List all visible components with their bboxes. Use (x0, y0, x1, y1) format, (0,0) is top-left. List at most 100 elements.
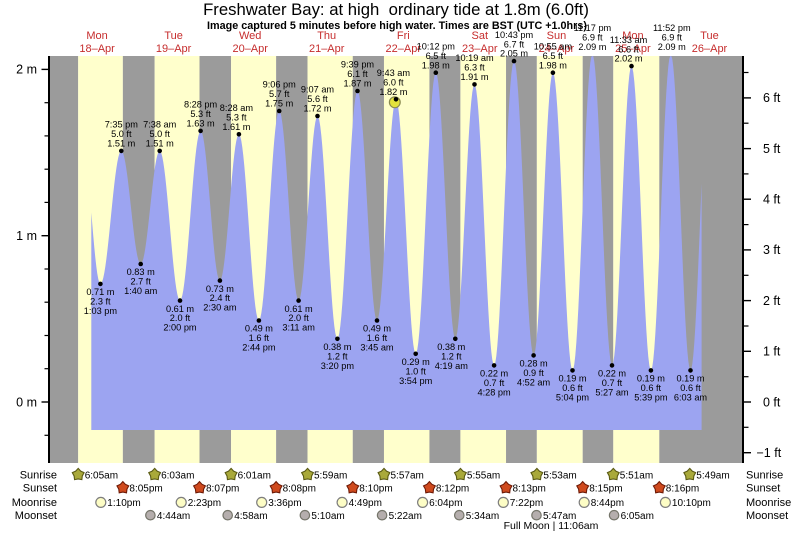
svg-text:0.19 m: 0.19 m (676, 374, 704, 384)
svg-text:1.82 m: 1.82 m (379, 87, 407, 97)
svg-text:2:44 pm: 2:44 pm (242, 343, 276, 353)
svg-text:5:10am: 5:10am (311, 511, 344, 522)
svg-text:2 ft: 2 ft (763, 294, 781, 308)
svg-text:5:34am: 5:34am (466, 511, 499, 522)
svg-text:0.83 m: 0.83 m (127, 267, 155, 277)
svg-text:0.22 m: 0.22 m (480, 369, 508, 379)
svg-text:Wed: Wed (239, 30, 261, 42)
svg-text:0.73 m: 0.73 m (206, 284, 234, 294)
svg-text:Tue: Tue (700, 30, 719, 42)
svg-text:Full Moon | 11:06am: Full Moon | 11:06am (504, 520, 599, 532)
svg-text:5:53am: 5:53am (543, 470, 576, 481)
svg-text:2.0 ft: 2.0 ft (288, 313, 309, 323)
svg-text:6.0 ft: 6.0 ft (383, 78, 404, 88)
svg-text:11:17 pm: 11:17 pm (574, 23, 612, 33)
svg-text:4:58am: 4:58am (234, 511, 267, 522)
svg-text:6.3 ft: 6.3 ft (464, 63, 485, 73)
svg-text:0.61 m: 0.61 m (166, 304, 194, 314)
svg-text:1.91 m: 1.91 m (460, 72, 488, 82)
svg-text:0.28 m: 0.28 m (520, 359, 548, 369)
svg-text:5:39 pm: 5:39 pm (634, 393, 668, 403)
svg-text:1.61 m: 1.61 m (222, 122, 250, 132)
svg-text:9:39 pm: 9:39 pm (341, 60, 375, 70)
svg-text:0.38 m: 0.38 m (323, 342, 351, 352)
svg-text:0.49 m: 0.49 m (245, 324, 273, 334)
svg-text:6.5 ft: 6.5 ft (426, 51, 447, 61)
svg-text:2:00 pm: 2:00 pm (163, 323, 197, 333)
svg-text:5:22am: 5:22am (389, 511, 422, 522)
svg-text:8:16pm: 8:16pm (666, 484, 699, 495)
svg-text:1.72 m: 1.72 m (303, 104, 331, 114)
svg-text:9:06 pm: 9:06 pm (263, 80, 297, 90)
svg-text:5:57am: 5:57am (391, 470, 424, 481)
svg-text:5.0 ft: 5.0 ft (149, 129, 170, 139)
svg-text:3:54 pm: 3:54 pm (399, 376, 433, 386)
svg-text:2.3 ft: 2.3 ft (90, 297, 111, 307)
svg-text:Sunset: Sunset (23, 483, 57, 495)
svg-text:Mon: Mon (86, 30, 107, 42)
svg-text:8:10pm: 8:10pm (359, 484, 392, 495)
svg-text:6.7 ft: 6.7 ft (504, 39, 525, 49)
svg-text:−1 ft: −1 ft (757, 446, 782, 460)
svg-text:1.6 ft: 1.6 ft (367, 333, 388, 343)
svg-text:1 ft: 1 ft (763, 345, 781, 359)
svg-text:Sun: Sun (547, 30, 567, 42)
svg-text:5.7 ft: 5.7 ft (269, 89, 290, 99)
svg-text:8:44pm: 8:44pm (591, 498, 624, 509)
svg-text:0.7 ft: 0.7 ft (484, 378, 505, 388)
svg-text:6:04pm: 6:04pm (429, 498, 462, 509)
svg-text:5:47am: 5:47am (543, 511, 576, 522)
svg-text:0.19 m: 0.19 m (637, 374, 665, 384)
svg-text:2:30 am: 2:30 am (203, 303, 237, 313)
svg-text:9:43 am: 9:43 am (377, 68, 411, 78)
svg-text:4:44am: 4:44am (157, 511, 190, 522)
svg-text:22–Apr: 22–Apr (386, 43, 422, 55)
svg-text:25–Apr: 25–Apr (615, 43, 651, 55)
svg-text:0.38 m: 0.38 m (437, 342, 465, 352)
svg-text:4 ft: 4 ft (763, 193, 781, 207)
svg-text:Moonset: Moonset (15, 510, 57, 522)
svg-text:1.2 ft: 1.2 ft (441, 351, 462, 361)
svg-text:5.0 ft: 5.0 ft (111, 129, 132, 139)
svg-text:0 m: 0 m (16, 395, 37, 409)
svg-text:6:05am: 6:05am (621, 511, 654, 522)
svg-text:8:07pm: 8:07pm (206, 484, 239, 495)
svg-text:11:52 pm: 11:52 pm (653, 23, 691, 33)
svg-text:4:49pm: 4:49pm (349, 498, 382, 509)
svg-text:3:45 am: 3:45 am (360, 343, 394, 353)
svg-text:5:49am: 5:49am (696, 470, 729, 481)
svg-text:1.51 m: 1.51 m (107, 139, 135, 149)
svg-text:4:28 pm: 4:28 pm (477, 388, 511, 398)
svg-text:5.3 ft: 5.3 ft (190, 109, 211, 119)
svg-text:2.4 ft: 2.4 ft (210, 293, 231, 303)
svg-text:23–Apr: 23–Apr (462, 43, 498, 55)
svg-text:6.9 ft: 6.9 ft (662, 33, 683, 43)
svg-text:6 ft: 6 ft (763, 91, 781, 105)
svg-text:1.6 ft: 1.6 ft (249, 333, 270, 343)
svg-text:3:20 pm: 3:20 pm (321, 361, 355, 371)
svg-text:10:12 pm: 10:12 pm (417, 41, 456, 51)
svg-text:3:11 am: 3:11 am (282, 323, 315, 333)
svg-text:Fri: Fri (397, 30, 410, 42)
svg-text:6:01am: 6:01am (238, 470, 271, 481)
svg-text:11:33 am: 11:33 am (610, 35, 648, 45)
svg-text:0.49 m: 0.49 m (363, 324, 391, 334)
svg-text:24–Apr: 24–Apr (539, 43, 575, 55)
svg-text:20–Apr: 20–Apr (232, 43, 268, 55)
svg-text:6.6 ft: 6.6 ft (618, 44, 639, 54)
svg-text:0.29 m: 0.29 m (402, 357, 430, 367)
svg-text:1.0 ft: 1.0 ft (405, 366, 426, 376)
svg-text:Freshwater Bay: at high ordin: Freshwater Bay: at high ordinary tide at… (203, 0, 589, 19)
svg-text:2.0 ft: 2.0 ft (170, 313, 191, 323)
svg-text:1.98 m: 1.98 m (422, 60, 450, 70)
svg-text:6.1 ft: 6.1 ft (347, 69, 368, 79)
svg-text:2.09 m: 2.09 m (578, 42, 606, 52)
svg-text:0.6 ft: 0.6 ft (641, 383, 662, 393)
svg-text:2.02 m: 2.02 m (614, 54, 642, 64)
svg-text:1:10pm: 1:10pm (107, 498, 140, 509)
svg-text:2.05 m: 2.05 m (500, 49, 528, 59)
svg-text:8:13pm: 8:13pm (513, 484, 546, 495)
svg-text:4:52 am: 4:52 am (517, 378, 551, 388)
svg-text:0.71 m: 0.71 m (86, 287, 114, 297)
svg-text:1:03 pm: 1:03 pm (84, 306, 118, 316)
